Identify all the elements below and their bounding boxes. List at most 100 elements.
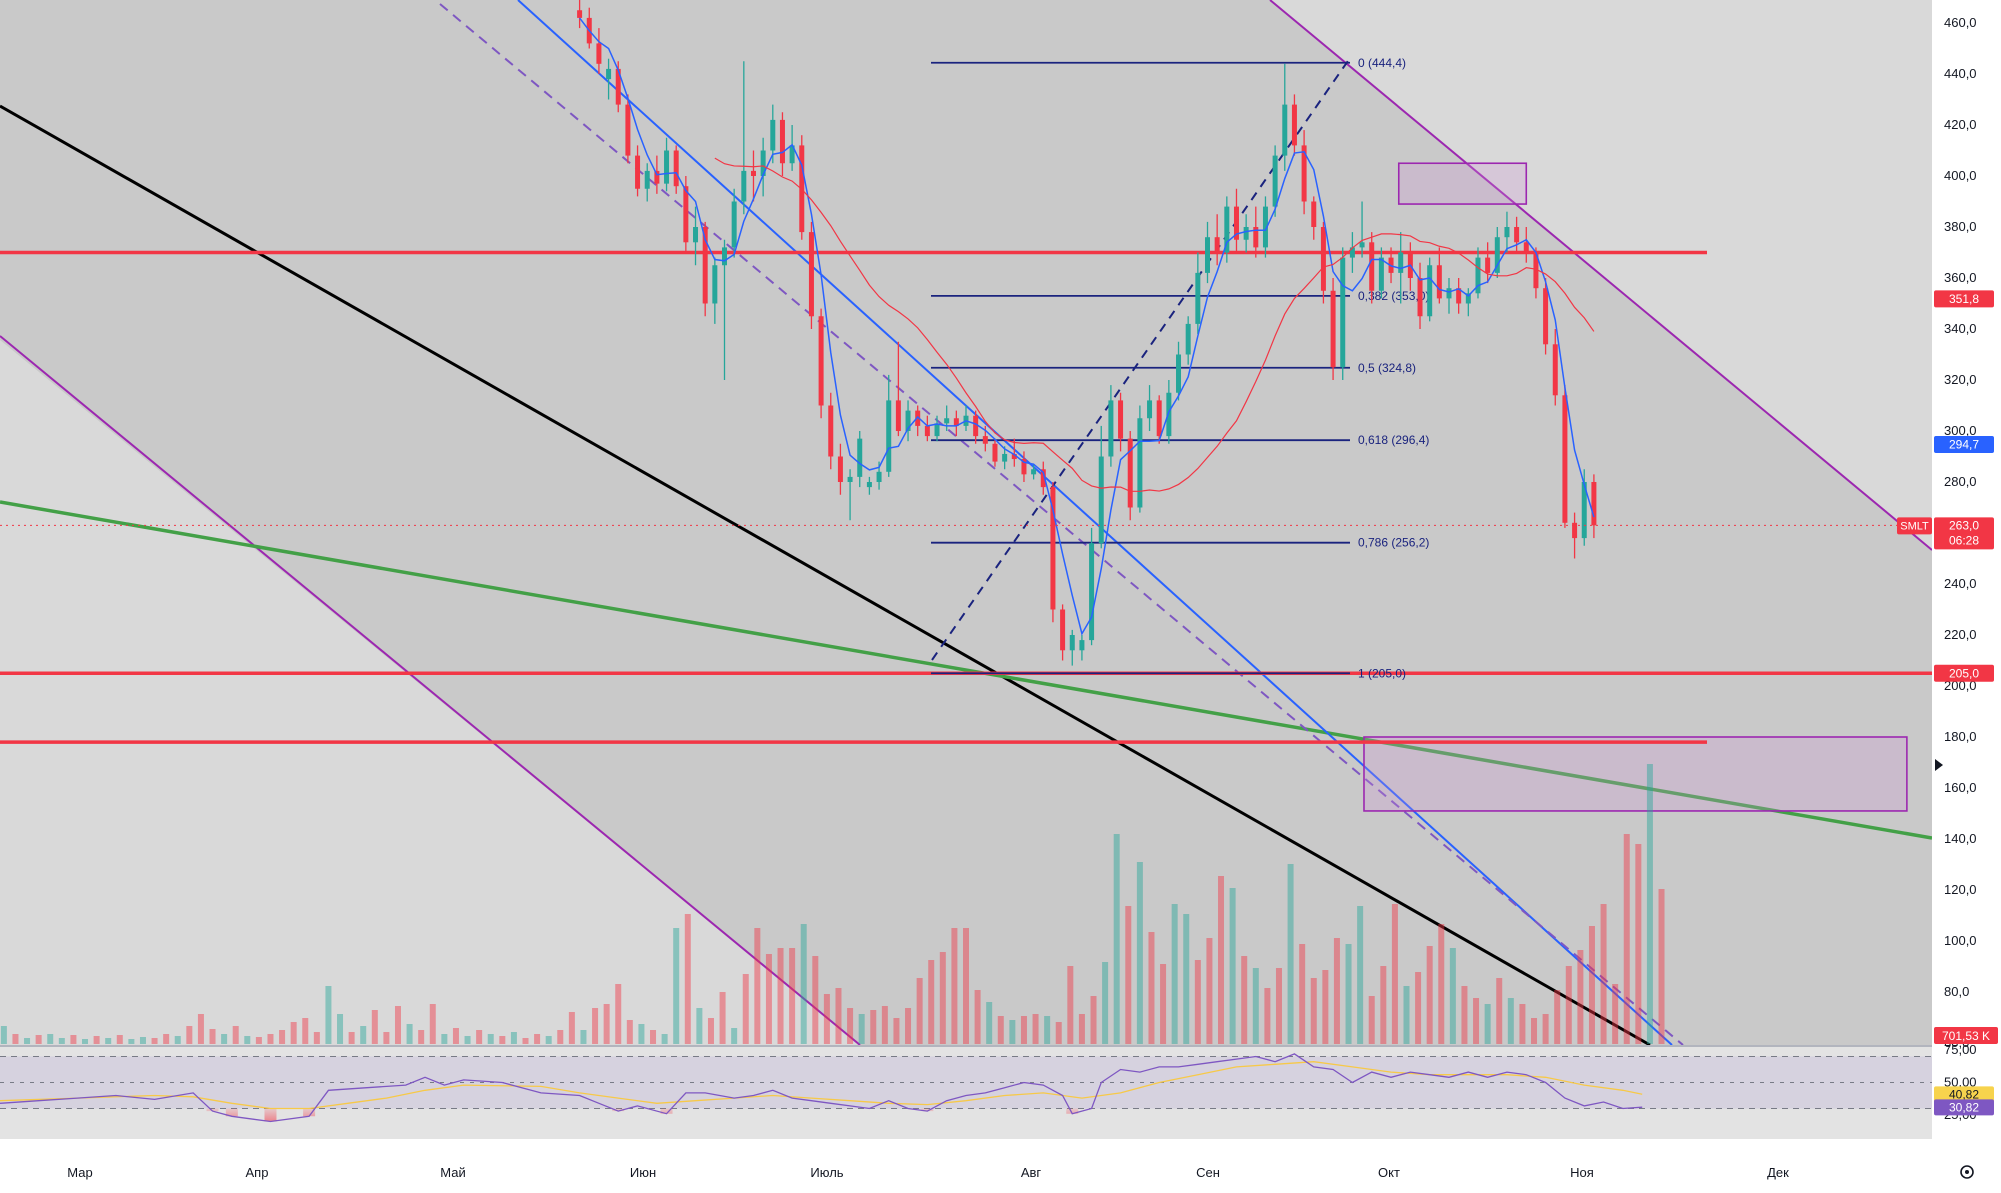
volume-bar (1380, 966, 1387, 1044)
volume-bar (1148, 932, 1155, 1044)
volume-bar (951, 928, 958, 1044)
channel-upper-line[interactable] (1269, 0, 1932, 551)
candle-body (934, 423, 940, 437)
candle-body (866, 482, 872, 488)
volume-bar (1044, 1016, 1051, 1044)
volume-bar (568, 1012, 575, 1044)
volume-bar (1055, 1022, 1062, 1044)
volume-bar (418, 1030, 425, 1044)
candle-body (683, 186, 689, 243)
price-tick-label: 120,0 (1944, 882, 1977, 897)
volume-bar (1484, 1004, 1491, 1044)
price-tick-label: 140,0 (1944, 831, 1977, 846)
volume-bar (557, 1030, 564, 1044)
candles (577, 0, 1597, 666)
rsi-pane[interactable] (0, 1053, 1932, 1123)
volume-bar (1090, 996, 1097, 1044)
rectangle-zones[interactable] (1363, 162, 1908, 812)
volume-bar (893, 1018, 900, 1044)
volume-bar (545, 1036, 552, 1044)
blue-trendline[interactable] (517, 0, 1673, 1045)
volume-bar (163, 1034, 170, 1044)
settings-gear-icon[interactable] (1960, 1165, 1974, 1179)
volume-bar (870, 1010, 877, 1044)
volume-bars (0, 764, 1665, 1044)
scroll-marker-icon[interactable] (1935, 759, 1943, 771)
volume-bar (244, 1036, 251, 1044)
fib-level-label: 0,382 (353,0) (1358, 289, 1429, 303)
volume-bar (267, 1034, 274, 1044)
volume-bar (348, 1032, 355, 1044)
candle-body (828, 405, 834, 457)
candle-body (1591, 482, 1597, 526)
volume-bar (522, 1038, 529, 1044)
volume-bar (1102, 962, 1109, 1044)
time-tick-label: Ноя (1570, 1165, 1594, 1180)
volume-bar (1577, 950, 1584, 1044)
candle-body (886, 400, 892, 472)
green-trendline[interactable] (0, 500, 1932, 840)
volume-bar (1612, 984, 1619, 1044)
price-axis[interactable]: 460,0 440,0 420,0 400,0 380,0 360,0 340,0 320,0… (1944, 15, 1977, 1050)
candle-body (731, 201, 737, 248)
candle-body (857, 438, 863, 477)
volume-bar (197, 1014, 204, 1044)
time-axis-background[interactable] (0, 1139, 1932, 1188)
volume-bar (986, 1002, 993, 1044)
channel-lower-line[interactable] (0, 335, 861, 1045)
price-tick-label: 420,0 (1944, 117, 1977, 132)
volume-bar (1403, 986, 1410, 1044)
candle-body (1359, 242, 1365, 248)
candle-body (1089, 543, 1095, 641)
ticker-badge: SMLT (1897, 517, 1932, 535)
volume-bar (626, 1020, 633, 1044)
candle-body (1011, 453, 1017, 460)
volume-bar (1507, 998, 1514, 1044)
candle-body (1436, 265, 1442, 299)
volume-bar (592, 1008, 599, 1044)
ma-short-line (579, 17, 1595, 636)
volume-bar (105, 1038, 112, 1044)
black-trendline[interactable] (0, 104, 1651, 1045)
svg-text:30,82: 30,82 (1949, 1100, 1979, 1114)
candle-body (1031, 469, 1037, 475)
volume-bar (24, 1038, 31, 1044)
candle-body (992, 443, 998, 462)
candle-body (1262, 206, 1268, 248)
volume-bar (638, 1024, 645, 1044)
candle-body (905, 410, 911, 431)
volume-bar (139, 1037, 146, 1044)
volume-bar (812, 956, 819, 1044)
price-axis-background[interactable] (1932, 0, 2001, 1188)
zone-rectangle (1363, 736, 1908, 812)
volume-bar (476, 1030, 483, 1044)
candle-body (673, 150, 679, 187)
candle-body (1514, 227, 1520, 243)
candle-body (1398, 252, 1404, 273)
candle-body (1040, 469, 1046, 488)
rsi-ma-line (0, 1061, 1643, 1110)
ma-long-line (714, 157, 1595, 492)
purple-dashed-trendline[interactable] (439, 3, 1684, 1045)
candle-body (1562, 395, 1568, 523)
price-tick-label: 460,0 (1944, 15, 1977, 30)
svg-text:294,7: 294,7 (1949, 438, 1979, 452)
candle-body (1320, 227, 1326, 291)
volume-bar (1496, 978, 1503, 1044)
fib-trend-dashed-line[interactable] (931, 57, 1351, 661)
drawings-layer[interactable]: 0 (444,4) 0,382 (353,0) 0,5 (324,8) 0,618 (… (0, 0, 1932, 1045)
fibonacci-retracement[interactable]: 0 (444,4) 0,382 (353,0) 0,5 (324,8) 0,618 (… (931, 56, 1429, 680)
candle-body (1543, 288, 1549, 345)
volume-bar (603, 1004, 610, 1044)
volume-bar (279, 1030, 286, 1044)
price-tick-label: 180,0 (1944, 729, 1977, 744)
candle-body (973, 415, 979, 437)
volume-bar (707, 1018, 714, 1044)
price-tick-label: 440,0 (1944, 66, 1977, 81)
candle-body (1456, 288, 1462, 304)
candle-body (895, 400, 901, 431)
volume-bar (232, 1026, 239, 1044)
time-axis[interactable]: Мар Апр Май Июн Июль Авг Сен Окт Ноя Дек (67, 1165, 1789, 1180)
candle-body (1233, 206, 1239, 240)
